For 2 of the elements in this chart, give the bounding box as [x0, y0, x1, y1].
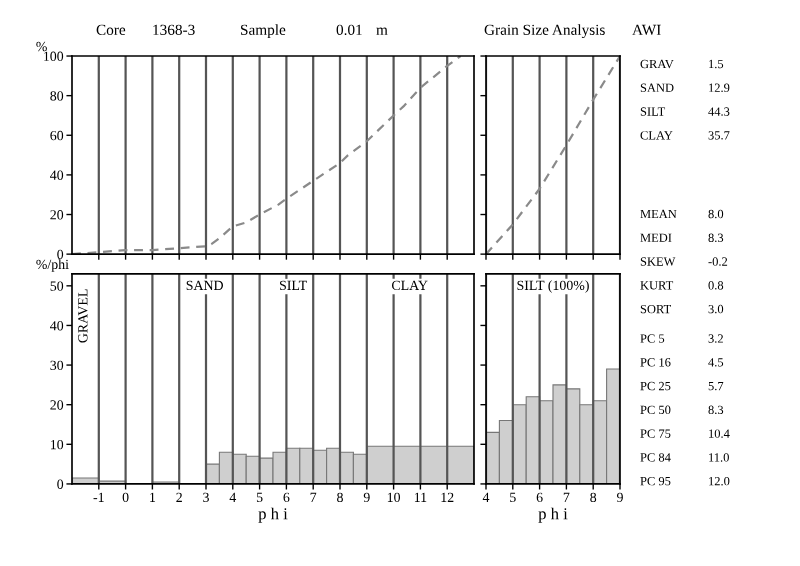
x-axis-title: p h i: [538, 507, 568, 523]
x-axis-title: p h i: [258, 507, 288, 523]
